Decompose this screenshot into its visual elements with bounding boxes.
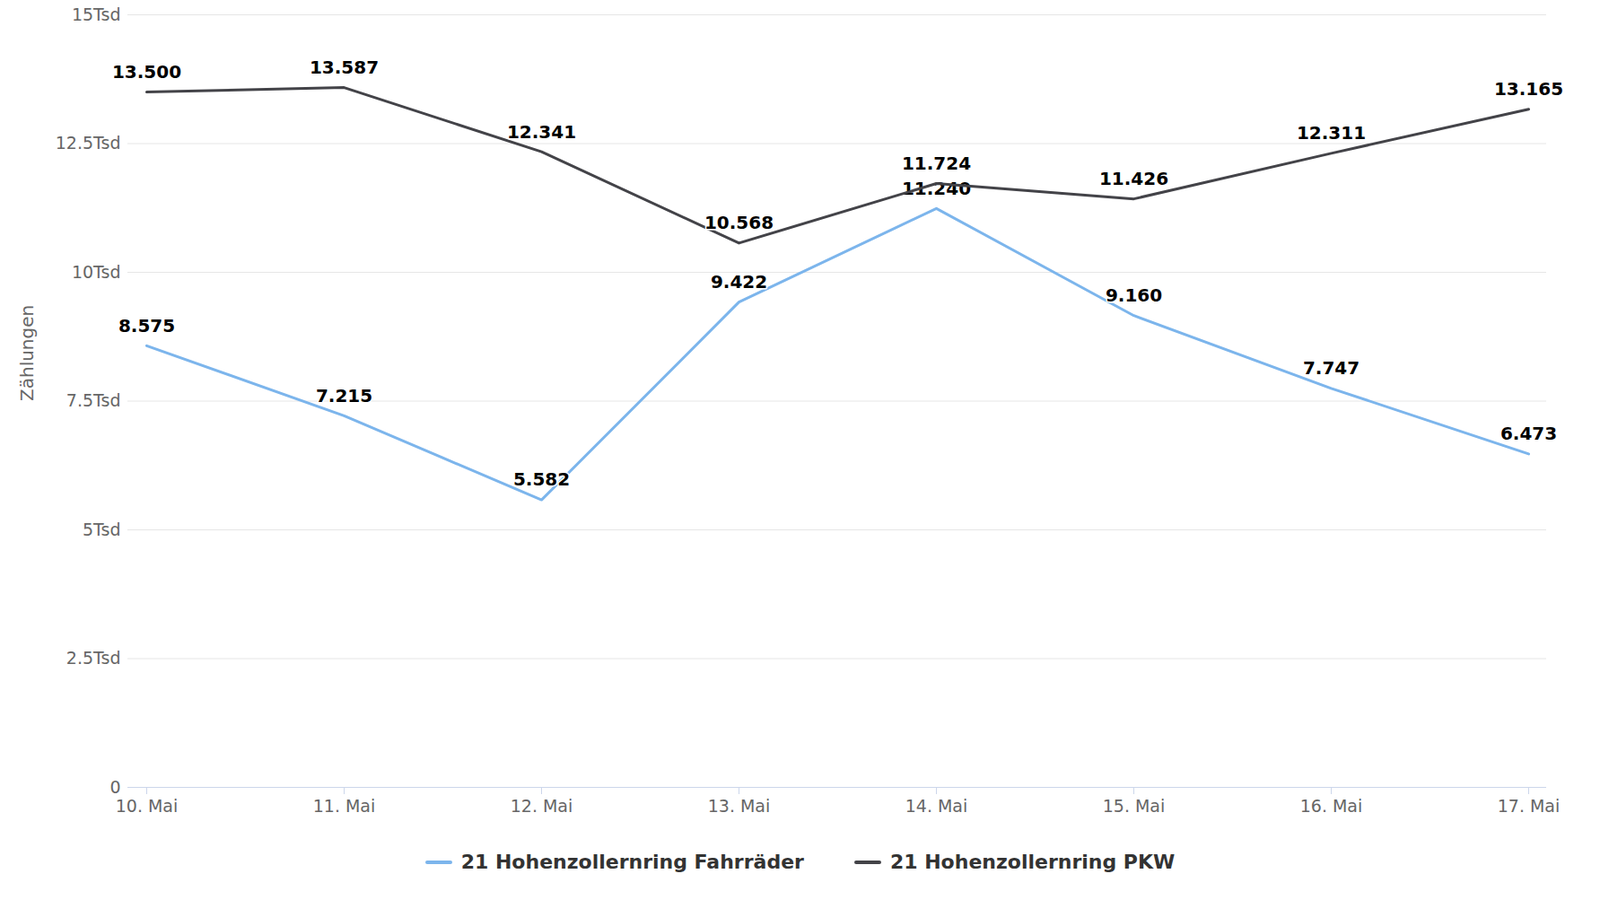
svg-text:12.341: 12.341 <box>507 121 577 143</box>
svg-text:12.5Tsd: 12.5Tsd <box>55 132 122 153</box>
svg-text:11.724: 11.724 <box>901 152 971 175</box>
svg-text:5Tsd: 5Tsd <box>82 519 122 540</box>
svg-text:7.747: 7.747 <box>1302 357 1360 379</box>
svg-text:13.165: 13.165 <box>1494 78 1564 100</box>
svg-text:13. Mai: 13. Mai <box>708 795 771 816</box>
svg-text:16. Mai: 16. Mai <box>1300 795 1364 816</box>
html-text:21 Hohenzollernring PKW: 21 Hohenzollernring PKW <box>890 850 1175 874</box>
svg-text:13.587: 13.587 <box>309 56 379 79</box>
svg-text:15. Mai: 15. Mai <box>1102 795 1166 816</box>
svg-text:9.160: 9.160 <box>1105 284 1163 307</box>
svg-text:10. Mai: 10. Mai <box>115 795 179 816</box>
svg-text:11. Mai: 11. Mai <box>313 795 376 816</box>
svg-text:5.582: 5.582 <box>513 468 570 490</box>
svg-text:Zählungen: Zählungen <box>16 305 38 402</box>
svg-text:2.5Tsd: 2.5Tsd <box>66 647 122 668</box>
svg-text:10.568: 10.568 <box>704 211 774 234</box>
svg-text:15Tsd: 15Tsd <box>71 4 122 25</box>
html-text:21 Hohenzollernring Fahrräder: 21 Hohenzollernring Fahrräder <box>460 850 804 874</box>
svg-text:7.215: 7.215 <box>315 384 373 407</box>
svg-text:11.240: 11.240 <box>901 177 971 200</box>
svg-text:9.422: 9.422 <box>710 271 768 293</box>
svg-text:12. Mai: 12. Mai <box>510 795 574 816</box>
svg-text:6.473: 6.473 <box>1500 422 1557 445</box>
svg-text:0: 0 <box>109 777 121 797</box>
svg-text:13.500: 13.500 <box>112 61 182 83</box>
svg-text:10Tsd: 10Tsd <box>71 262 122 282</box>
svg-text:12.311: 12.311 <box>1296 122 1366 144</box>
svg-text:14. Mai: 14. Mai <box>905 795 969 816</box>
svg-text:17. Mai: 17. Mai <box>1497 795 1561 816</box>
svg-text:11.426: 11.426 <box>1099 167 1169 190</box>
svg-text:7.5Tsd: 7.5Tsd <box>66 390 122 411</box>
svg-text:8.575: 8.575 <box>118 314 175 337</box>
